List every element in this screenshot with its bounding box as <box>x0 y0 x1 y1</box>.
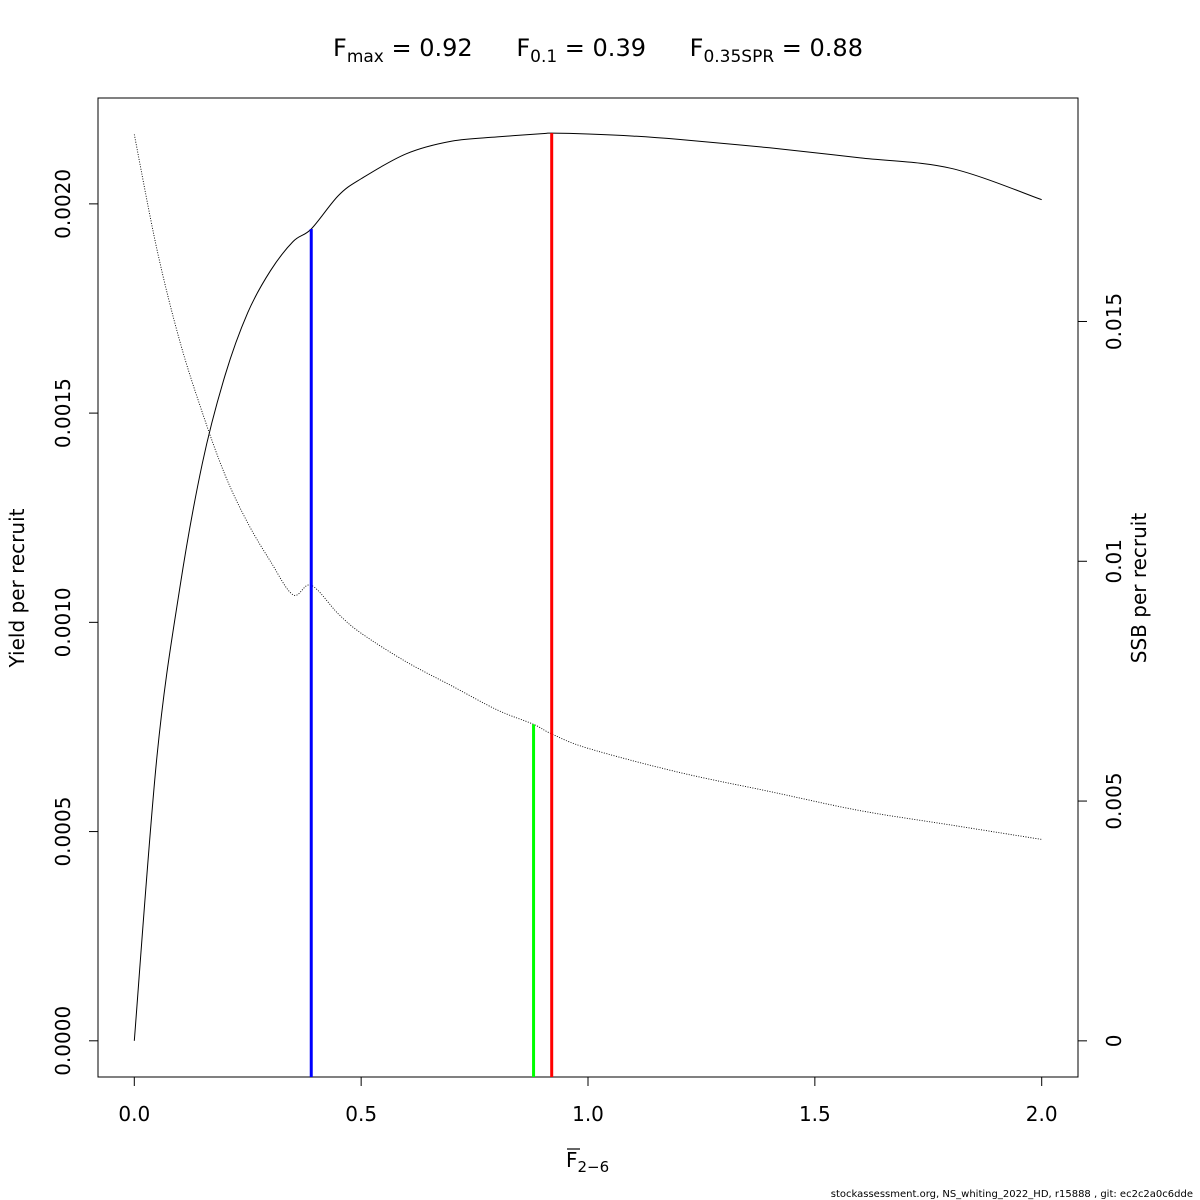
x-axis: 0.0 0.5 1.0 1.5 2.0 <box>118 1076 1058 1126</box>
x-axis-label-text: F2−6 <box>566 1148 609 1176</box>
y-right-tick-label: 0 <box>1102 1034 1126 1047</box>
series-layer <box>133 132 1042 1041</box>
title-fspr-value: = 0.88 <box>774 34 863 62</box>
y-right-tick-label: 0.005 <box>1102 772 1126 829</box>
title-fmax-subscript: max <box>347 47 384 67</box>
footer-note: stockassessment.org, NS_whiting_2022_HD,… <box>831 1189 1193 1200</box>
y-left-tick-label: 0.0010 <box>51 587 75 657</box>
chart-title: Fmax = 0.92 F0.1 = 0.39 F0.35SPR = 0.88 <box>333 34 863 67</box>
ssb-per-recruit-curve <box>133 134 1042 840</box>
y-left-axis-label: Yield per recruit <box>5 508 29 668</box>
x-axis-label-subscript: 2−6 <box>578 1158 610 1176</box>
x-tick-label: 2.0 <box>1026 1102 1058 1126</box>
title-f01-symbol: F <box>516 34 530 62</box>
title-fmax-symbol: F <box>333 34 347 62</box>
y-right-tick-label: 0.015 <box>1102 293 1126 350</box>
y-left-tick-label: 0.0000 <box>51 1006 75 1076</box>
y-right-axis-label: SSB per recruit <box>1127 513 1151 664</box>
x-tick-label: 0.0 <box>118 1102 150 1126</box>
y-right-axis: 0 0.005 0.01 0.015 <box>1077 293 1126 1047</box>
y-right-tick-label: 0.01 <box>1102 539 1126 584</box>
title-fspr-subscript: 0.35SPR <box>703 47 774 67</box>
reference-lines <box>309 133 554 1077</box>
title-f01-subscript: 0.1 <box>530 47 557 67</box>
x-tick-label: 1.0 <box>572 1102 604 1126</box>
yield-per-recruit-curve <box>133 132 1042 1041</box>
x-tick-label: 1.5 <box>799 1102 831 1126</box>
x-axis-label: F2−6 <box>566 1148 609 1176</box>
y-left-axis: 0.0000 0.0005 0.0010 0.0015 0.0020 <box>51 169 99 1076</box>
title-f01-value: = 0.39 <box>557 34 646 62</box>
y-left-tick-label: 0.0005 <box>51 797 75 867</box>
y-left-tick-label: 0.0015 <box>51 378 75 448</box>
title-fmax-value: = 0.92 <box>384 34 473 62</box>
plot-frame <box>97 97 1079 1078</box>
x-axis-label-main: F <box>566 1148 578 1172</box>
title-fspr-symbol: F <box>690 34 704 62</box>
x-tick-label: 0.5 <box>345 1102 377 1126</box>
y-left-tick-label: 0.0020 <box>51 169 75 239</box>
